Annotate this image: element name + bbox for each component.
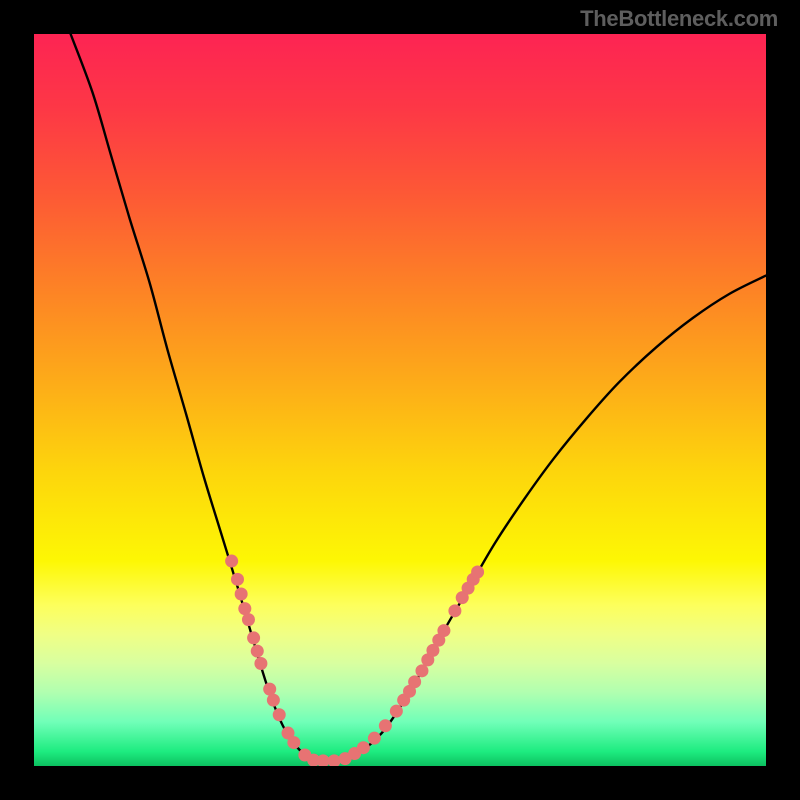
- data-point: [379, 719, 392, 732]
- data-point: [251, 645, 264, 658]
- gradient-background: [34, 34, 766, 766]
- data-point: [267, 694, 280, 707]
- data-point: [242, 613, 255, 626]
- data-point: [437, 624, 450, 637]
- data-point: [448, 604, 461, 617]
- bottleneck-chart: [34, 34, 766, 766]
- data-point: [231, 573, 244, 586]
- data-point: [254, 657, 267, 670]
- data-point: [225, 555, 238, 568]
- data-point: [390, 705, 403, 718]
- data-point: [247, 631, 260, 644]
- data-point: [357, 741, 370, 754]
- data-point: [368, 732, 381, 745]
- data-point: [408, 675, 421, 688]
- data-point: [287, 736, 300, 749]
- watermark-label: TheBottleneck.com: [580, 6, 778, 32]
- data-point: [415, 664, 428, 677]
- data-point: [273, 708, 286, 721]
- plot-area: [34, 34, 766, 766]
- chart-container: TheBottleneck.com: [0, 0, 800, 800]
- data-point: [235, 587, 248, 600]
- data-point: [471, 566, 484, 579]
